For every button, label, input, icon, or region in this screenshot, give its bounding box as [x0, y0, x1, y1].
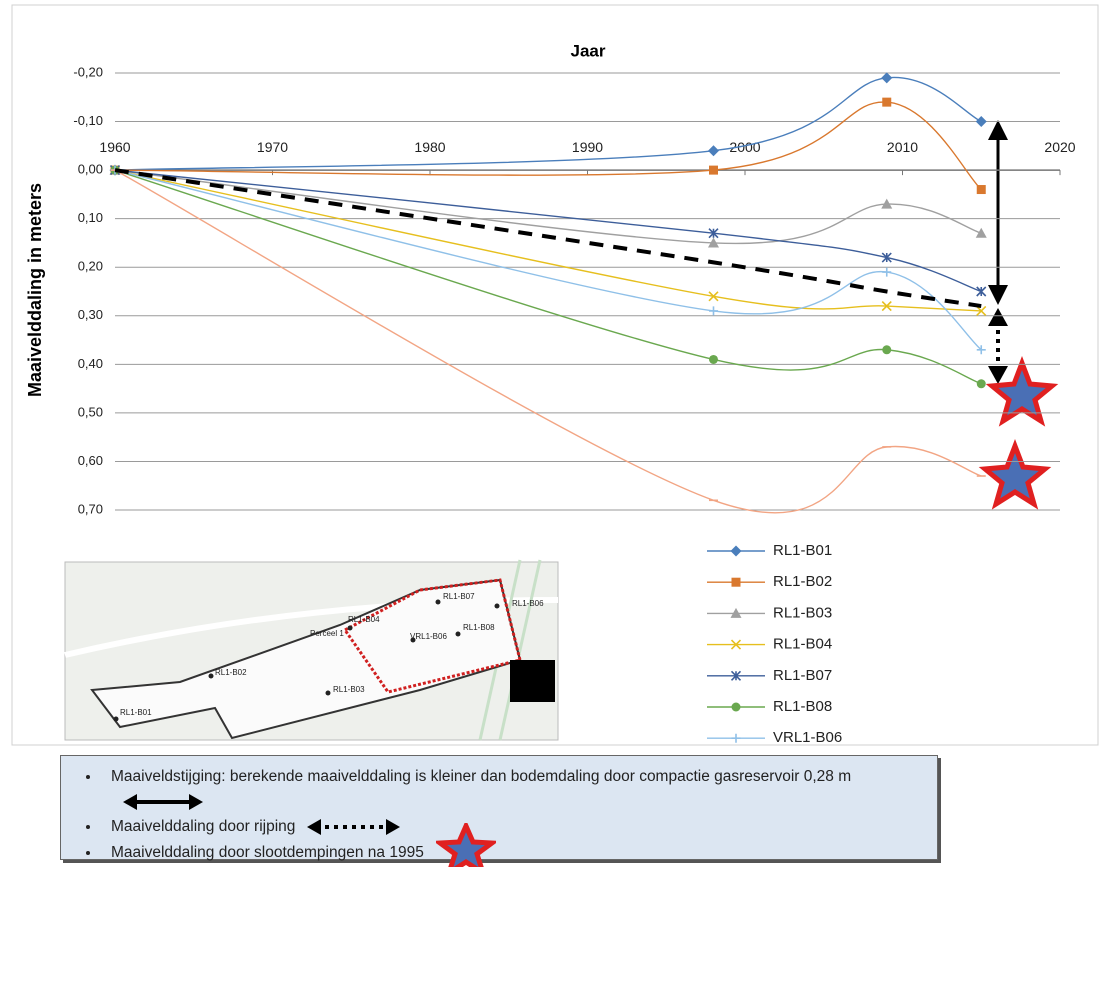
map-label: Perceel 1 — [310, 629, 344, 638]
map-point — [495, 604, 500, 609]
marker — [882, 98, 891, 107]
note-text: Maaiveldstijging: berekende maaivelddali… — [111, 768, 851, 785]
map-point — [436, 600, 441, 605]
map-label: VRL1-B06 — [410, 632, 447, 641]
y-tick-label: 0,10 — [78, 210, 103, 225]
x-tick-label: 1980 — [414, 139, 445, 155]
map-label: RL1-B04 — [348, 615, 380, 624]
y-tick-label: -0,10 — [73, 113, 103, 128]
x-tick-label: 1970 — [257, 139, 288, 155]
y-tick-label: 0,70 — [78, 501, 103, 516]
map-label: RL1-B07 — [443, 592, 475, 601]
x-tick-label: 2010 — [887, 139, 918, 155]
legend-label: RL1-B07 — [773, 667, 832, 684]
page: Jaar Maaivelddaling in meters -0,20 -0,10… — [0, 0, 1105, 1000]
y-axis-title: Maaivelddaling in meters — [25, 183, 45, 397]
y-tick-label: -0,20 — [73, 64, 103, 79]
map-redaction — [510, 660, 555, 702]
y-tick-label: 0,40 — [78, 356, 103, 371]
marker — [977, 379, 986, 388]
map-point — [114, 717, 119, 722]
x-tick-label: 1990 — [572, 139, 603, 155]
marker — [732, 703, 741, 712]
marker — [732, 578, 741, 587]
y-tick-label: 0,30 — [78, 307, 103, 322]
map-label: RL1-B01 — [120, 708, 152, 717]
map-point — [348, 626, 353, 631]
chart: Jaar Maaivelddaling in meters -0,20 -0,10… — [0, 0, 1105, 750]
map-point — [209, 674, 214, 679]
map-label: RL1-B08 — [463, 623, 495, 632]
legend-label: RL1-B04 — [773, 636, 832, 653]
note: Maaiveldstijging: berekende maaivelddali… — [101, 764, 901, 814]
x-tick-label: 2000 — [729, 139, 760, 155]
y-tick-label: 0,20 — [78, 259, 103, 274]
marker — [709, 355, 718, 364]
x-axis-title: Jaar — [571, 41, 606, 60]
notes-list: Maaiveldstijging: berekende maaivelddali… — [61, 764, 937, 867]
note-text: Maaivelddaling door slootdempingen na 19… — [111, 844, 424, 861]
note: Maaivelddaling door slootdempingen na 19… — [101, 839, 901, 867]
map-label: RL1-B03 — [333, 685, 365, 694]
dotted-arrow-icon — [307, 818, 402, 836]
legend-label: RL1-B01 — [773, 542, 832, 559]
notes-box: Maaiveldstijging: berekende maaivelddali… — [60, 755, 938, 860]
y-tick-label: 0,00 — [78, 162, 103, 177]
note: Maaivelddaling door rijping — [101, 814, 901, 839]
legend-label: RL1-B08 — [773, 698, 832, 715]
map-label: RL1-B02 — [215, 668, 247, 677]
legend-label: VRL1-B06 — [773, 729, 842, 746]
legend-label: RL1-B03 — [773, 604, 832, 621]
y-tick-label: 0,60 — [78, 453, 103, 468]
x-tick-label: 2020 — [1044, 139, 1075, 155]
map-point — [456, 632, 461, 637]
map-label: RL1-B06 — [512, 599, 544, 608]
x-tick-label: 1960 — [99, 139, 130, 155]
marker — [882, 345, 891, 354]
y-tick-label: 0,50 — [78, 404, 103, 419]
map-point — [326, 691, 331, 696]
legend-label: RL1-B02 — [773, 573, 832, 590]
marker — [977, 185, 986, 194]
note-text: Maaivelddaling door rijping — [111, 818, 295, 835]
double-arrow-icon — [123, 793, 203, 811]
star-icon — [436, 823, 496, 867]
marker — [709, 166, 718, 175]
